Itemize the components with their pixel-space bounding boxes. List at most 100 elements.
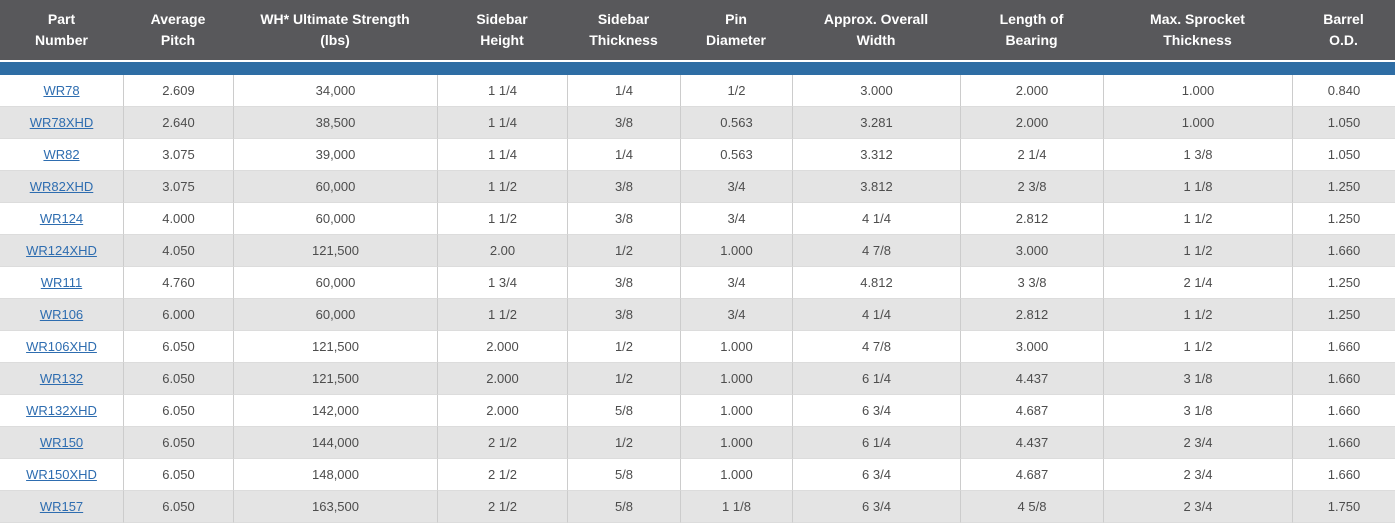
spec-value-cell: 2.812 — [960, 203, 1103, 235]
spec-value-cell: 1 1/4 — [437, 139, 567, 171]
table-row: WR150XHD 6.050 148,000 2 1/2 5/8 1.000 6 3/4 4.… — [0, 459, 1395, 491]
column-header-2: Average Pitch — [123, 0, 233, 62]
spec-value-cell: 39,000 — [233, 139, 437, 171]
part-number-link[interactable]: WR124XHD — [26, 243, 97, 258]
spec-value-cell: 1 3/4 — [437, 267, 567, 299]
spec-value-cell: 1 1/2 — [1103, 299, 1292, 331]
part-number-cell: WR157 — [0, 491, 123, 523]
part-number-link[interactable]: WR78 — [43, 83, 80, 98]
spec-value-cell: 1.660 — [1292, 235, 1395, 267]
spec-value-cell: 6.050 — [123, 363, 233, 395]
spec-value-cell: 3/4 — [680, 171, 792, 203]
table-row: WR78 2.609 34,000 1 1/4 1/4 1/2 3.000 2.000 1.00… — [0, 75, 1395, 107]
spec-value-cell: 3.075 — [123, 171, 233, 203]
spec-value-cell: 3.000 — [960, 235, 1103, 267]
column-header-1: Part Number — [0, 0, 123, 62]
spec-value-cell: 3/4 — [680, 267, 792, 299]
part-number-cell: WR150 — [0, 427, 123, 459]
spec-value-cell: 3.312 — [792, 139, 960, 171]
part-number-link[interactable]: WR150XHD — [26, 467, 97, 482]
spec-value-cell: 1.000 — [680, 363, 792, 395]
part-number-link[interactable]: WR132XHD — [26, 403, 97, 418]
table-row: WR157 6.050 163,500 2 1/2 5/8 1 1/8 6 3/4 4 5/8… — [0, 491, 1395, 523]
table-body: WR78 2.609 34,000 1 1/4 1/4 1/2 3.000 2.000 1.00… — [0, 75, 1395, 523]
spec-value-cell: 60,000 — [233, 267, 437, 299]
spec-value-cell: 3.812 — [792, 171, 960, 203]
column-header-4: Sidebar Height — [437, 0, 567, 62]
spec-value-cell: 2 3/4 — [1103, 427, 1292, 459]
spec-value-cell: 1.050 — [1292, 107, 1395, 139]
spec-value-cell: 3.000 — [792, 75, 960, 107]
spec-value-cell: 4.760 — [123, 267, 233, 299]
spec-value-cell: 2 1/4 — [960, 139, 1103, 171]
spec-value-cell: 2.812 — [960, 299, 1103, 331]
spec-value-cell: 1 1/4 — [437, 107, 567, 139]
spec-value-cell: 1.250 — [1292, 267, 1395, 299]
spec-value-cell: 1/2 — [567, 363, 680, 395]
spec-value-cell: 6.000 — [123, 299, 233, 331]
spec-value-cell: 4.812 — [792, 267, 960, 299]
spec-value-cell: 2.640 — [123, 107, 233, 139]
spec-value-cell: 1/2 — [567, 235, 680, 267]
part-number-link[interactable]: WR82XHD — [29, 179, 94, 194]
part-number-cell: WR106 — [0, 299, 123, 331]
spec-value-cell: 1 1/2 — [1103, 203, 1292, 235]
spec-value-cell: 148,000 — [233, 459, 437, 491]
spec-value-cell: 2.00 — [437, 235, 567, 267]
spec-value-cell: 1 1/2 — [437, 171, 567, 203]
table-header: Part Number Average Pitch WH* Ultimate Str… — [0, 0, 1395, 75]
part-number-cell: WR124 — [0, 203, 123, 235]
part-number-cell: WR111 — [0, 267, 123, 299]
column-header-5: Sidebar Thickness — [567, 0, 680, 62]
spec-value-cell: 142,000 — [233, 395, 437, 427]
spec-value-cell: 2.000 — [960, 107, 1103, 139]
part-number-link[interactable]: WR106XHD — [26, 339, 97, 354]
spec-value-cell: 5/8 — [567, 491, 680, 523]
spec-value-cell: 3 3/8 — [960, 267, 1103, 299]
table-row: WR150 6.050 144,000 2 1/2 1/2 1.000 6 1/4 4.437… — [0, 427, 1395, 459]
spec-value-cell: 6.050 — [123, 491, 233, 523]
spec-value-cell: 1/2 — [680, 75, 792, 107]
part-number-link[interactable]: WR132 — [39, 371, 84, 386]
spec-value-cell: 1.050 — [1292, 139, 1395, 171]
spec-value-cell: 0.840 — [1292, 75, 1395, 107]
spec-value-cell: 60,000 — [233, 203, 437, 235]
part-number-link[interactable]: WR78XHD — [29, 115, 94, 130]
spec-value-cell: 6 3/4 — [792, 491, 960, 523]
part-number-cell: WR82 — [0, 139, 123, 171]
part-number-link[interactable]: WR82 — [43, 147, 80, 162]
spec-value-cell: 6 3/4 — [792, 459, 960, 491]
spec-value-cell: 4.000 — [123, 203, 233, 235]
part-number-cell: WR78 — [0, 75, 123, 107]
spec-value-cell: 2.000 — [960, 75, 1103, 107]
spec-value-cell: 1.000 — [680, 427, 792, 459]
part-number-link[interactable]: WR124 — [39, 211, 84, 226]
spec-value-cell: 1.000 — [1103, 107, 1292, 139]
spec-value-cell: 1 1/8 — [1103, 171, 1292, 203]
spec-value-cell: 1 1/8 — [680, 491, 792, 523]
spec-value-cell: 3 1/8 — [1103, 363, 1292, 395]
spec-value-cell: 1.000 — [680, 235, 792, 267]
part-number-link[interactable]: WR157 — [39, 499, 84, 514]
part-number-cell: WR82XHD — [0, 171, 123, 203]
table-row: WR111 4.760 60,000 1 3/4 3/8 3/4 4.812 3 3/8 2 1… — [0, 267, 1395, 299]
spec-value-cell: 3/8 — [567, 107, 680, 139]
spec-value-cell: 2 3/4 — [1103, 459, 1292, 491]
column-header-9: Max. Sprocket Thickness — [1103, 0, 1292, 62]
spec-value-cell: 1.000 — [680, 395, 792, 427]
spec-value-cell: 6 1/4 — [792, 363, 960, 395]
spec-value-cell: 4.437 — [960, 363, 1103, 395]
spec-value-cell: 2.609 — [123, 75, 233, 107]
spec-value-cell: 5/8 — [567, 459, 680, 491]
part-number-link[interactable]: WR150 — [39, 435, 84, 450]
part-number-link[interactable]: WR111 — [40, 275, 83, 290]
spec-value-cell: 121,500 — [233, 331, 437, 363]
spec-value-cell: 121,500 — [233, 235, 437, 267]
spec-value-cell: 2 3/8 — [960, 171, 1103, 203]
spec-value-cell: 1/2 — [567, 427, 680, 459]
spec-value-cell: 6.050 — [123, 459, 233, 491]
table-row: WR82XHD 3.075 60,000 1 1/2 3/8 3/4 3.812 2 3/8 1… — [0, 171, 1395, 203]
spec-value-cell: 163,500 — [233, 491, 437, 523]
spec-value-cell: 0.563 — [680, 107, 792, 139]
part-number-link[interactable]: WR106 — [39, 307, 84, 322]
